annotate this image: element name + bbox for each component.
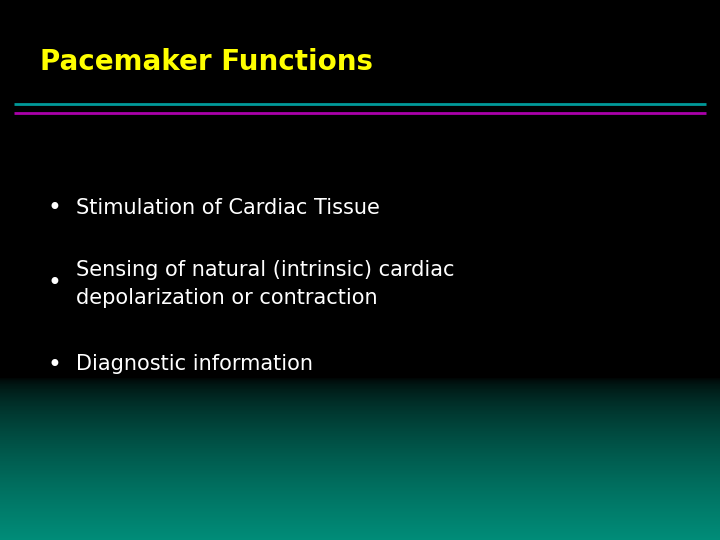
Text: •: • [47, 353, 61, 376]
Text: Diagnostic information: Diagnostic information [76, 354, 312, 375]
Text: •: • [47, 196, 61, 220]
Text: Pacemaker Functions: Pacemaker Functions [40, 48, 373, 76]
Text: Stimulation of Cardiac Tissue: Stimulation of Cardiac Tissue [76, 198, 379, 218]
Text: Sensing of natural (intrinsic) cardiac
depolarization or contraction: Sensing of natural (intrinsic) cardiac d… [76, 260, 454, 307]
Text: •: • [47, 272, 61, 295]
